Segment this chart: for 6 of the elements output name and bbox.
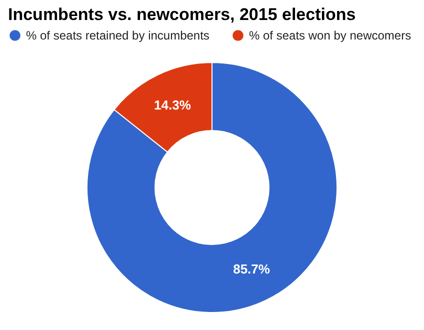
data-label: 14.3% <box>154 98 192 113</box>
legend-label: % of seats won by newcomers <box>249 28 412 42</box>
data-label: 85.7% <box>233 261 270 276</box>
legend-label: % of seats retained by incumbents <box>26 28 210 42</box>
donut-slice <box>86 62 338 313</box>
chart-title: Incumbents vs. newcomers, 2015 elections <box>8 5 356 24</box>
